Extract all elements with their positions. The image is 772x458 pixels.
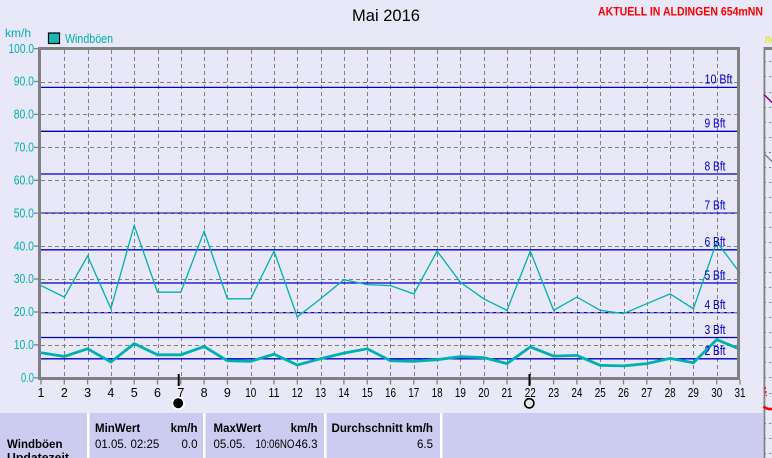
- svg-text:46.3: 46.3: [295, 439, 317, 451]
- svg-text:18: 18: [432, 386, 443, 400]
- svg-text:23: 23: [548, 386, 559, 400]
- svg-text:90.0: 90.0: [14, 74, 34, 89]
- svg-text:5: 5: [131, 386, 138, 400]
- svg-text:25: 25: [595, 386, 606, 400]
- svg-text:Durchschnitt km/h: Durchschnitt km/h: [332, 423, 434, 435]
- svg-text:6: 6: [154, 386, 161, 400]
- svg-text:20: 20: [478, 386, 489, 400]
- svg-text:6.5: 6.5: [417, 439, 433, 451]
- svg-text:neu: neu: [765, 34, 772, 46]
- svg-text:19: 19: [455, 386, 466, 400]
- svg-text:20.0: 20.0: [14, 304, 34, 319]
- svg-text:km/h: km/h: [291, 423, 318, 435]
- svg-text:Windböen: Windböen: [65, 32, 113, 46]
- svg-text:11: 11: [269, 386, 280, 400]
- svg-text:1: 1: [38, 386, 45, 400]
- svg-text:05.05.: 05.05.: [214, 439, 246, 451]
- svg-text:km/h: km/h: [171, 423, 198, 435]
- svg-text:30.0: 30.0: [14, 271, 34, 286]
- svg-text:3 Bft: 3 Bft: [705, 323, 726, 337]
- svg-text:8: 8: [201, 386, 208, 400]
- svg-text:MaxWert: MaxWert: [214, 423, 262, 435]
- svg-text:7 Bft: 7 Bft: [705, 198, 726, 212]
- svg-text:km/h: km/h: [5, 26, 31, 40]
- svg-text:80.0: 80.0: [14, 107, 34, 122]
- svg-text:31: 31: [735, 386, 746, 400]
- svg-text:70.0: 70.0: [14, 140, 34, 155]
- svg-text:27: 27: [641, 386, 652, 400]
- svg-text:30: 30: [711, 386, 722, 400]
- svg-text:14: 14: [338, 386, 349, 400]
- svg-text:10:06NO: 10:06NO: [256, 439, 295, 451]
- svg-text:29: 29: [688, 386, 699, 400]
- svg-text:17: 17: [408, 386, 419, 400]
- svg-text:MinWert: MinWert: [95, 423, 140, 435]
- svg-text:9 Bft: 9 Bft: [705, 117, 726, 131]
- svg-text:22: 22: [525, 386, 536, 400]
- svg-text:Windböen: Windböen: [7, 439, 62, 451]
- svg-text:40.0: 40.0: [14, 238, 34, 253]
- svg-text:0.0: 0.0: [182, 439, 198, 451]
- svg-text:AKTUELL IN ALDINGEN 654mNN: AKTUELL IN ALDINGEN 654mNN: [598, 7, 763, 19]
- svg-text:21: 21: [502, 386, 513, 400]
- svg-text:100.0: 100.0: [9, 41, 35, 56]
- svg-text:Updatezeit: Updatezeit: [7, 453, 69, 458]
- svg-text:28: 28: [665, 386, 676, 400]
- svg-text:50.0: 50.0: [14, 205, 34, 220]
- svg-text:2 Bft: 2 Bft: [705, 344, 726, 358]
- svg-text:13: 13: [315, 386, 326, 400]
- svg-text:10.0: 10.0: [14, 337, 34, 352]
- svg-text:4 Bft: 4 Bft: [705, 298, 726, 312]
- svg-text:5 Bft: 5 Bft: [705, 268, 726, 282]
- svg-text:60.0: 60.0: [14, 173, 34, 188]
- svg-text:10: 10: [245, 386, 256, 400]
- svg-text:6 Bft: 6 Bft: [705, 235, 726, 249]
- svg-text:16: 16: [385, 386, 396, 400]
- svg-text:Mai 2016: Mai 2016: [352, 7, 420, 25]
- svg-text:7: 7: [177, 386, 184, 400]
- svg-text:9: 9: [224, 386, 231, 400]
- svg-text:15: 15: [362, 386, 373, 400]
- svg-text:3: 3: [84, 386, 91, 400]
- svg-text:0.0: 0.0: [21, 370, 34, 385]
- svg-text:8 Bft: 8 Bft: [705, 159, 726, 173]
- svg-text:2: 2: [61, 386, 68, 400]
- svg-text:02:25: 02:25: [131, 439, 160, 451]
- svg-text:24: 24: [571, 386, 582, 400]
- svg-text:12: 12: [292, 386, 303, 400]
- svg-text:01.05.: 01.05.: [95, 439, 127, 451]
- svg-text:4: 4: [107, 386, 114, 400]
- svg-text:26: 26: [618, 386, 629, 400]
- svg-text:10 Bft: 10 Bft: [705, 73, 733, 87]
